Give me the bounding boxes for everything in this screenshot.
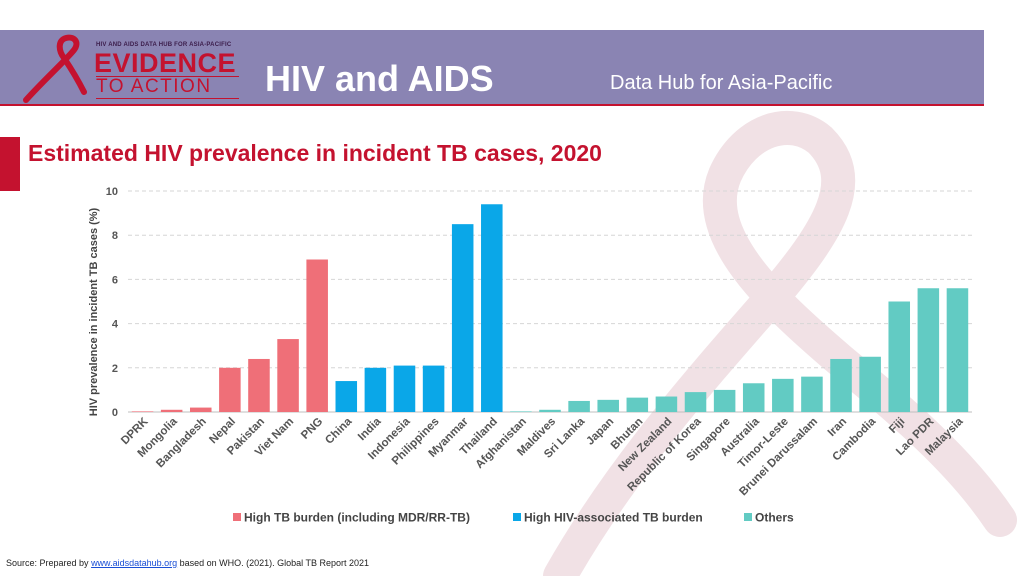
logo-divider — [96, 76, 239, 77]
logo-divider — [96, 98, 239, 99]
bar-brunei-darussalam — [801, 376, 823, 412]
y-tick-label: 8 — [112, 230, 118, 242]
legend-label-others: Others — [755, 511, 794, 525]
bar-bangladesh — [189, 407, 212, 412]
y-tick-label: 6 — [112, 274, 118, 286]
title-accent-bar — [0, 137, 20, 191]
bar-cambodia — [859, 356, 881, 412]
chart-title: Estimated HIV prevalence in incident TB … — [28, 140, 602, 166]
bar-thailand — [481, 204, 503, 412]
logo-small-text: HIV AND AIDS DATA HUB FOR ASIA-PACIFIC — [96, 42, 232, 48]
bar-lao-pdr — [917, 288, 940, 412]
bar-india — [364, 367, 387, 412]
source-note: Source: Prepared by www.aidsdatahub.org … — [6, 558, 369, 568]
bar-myanmar — [451, 224, 474, 412]
logo-main-text: EVIDENCE — [94, 48, 237, 78]
bar-maldives — [539, 409, 561, 412]
legend-swatch-others — [744, 513, 752, 521]
legend-label-high_tb: High TB burden (including MDR/RR-TB) — [244, 511, 470, 525]
bar-china — [335, 381, 358, 412]
x-tick-label: Fiji — [887, 416, 907, 436]
bar-timor-leste — [772, 378, 794, 412]
bar-iran — [830, 358, 852, 412]
header-title: HIV and AIDS — [265, 58, 494, 99]
bar-fiji — [888, 301, 911, 412]
y-tick-label: 4 — [112, 319, 119, 331]
header-subtitle: Data Hub for Asia-Pacific — [610, 72, 833, 94]
bar-singapore — [713, 389, 736, 412]
legend-swatch-high_tb — [233, 513, 241, 521]
bar-png — [306, 259, 328, 412]
y-tick-label: 10 — [106, 186, 118, 198]
x-tick-label: PNG — [299, 416, 325, 442]
logo-sub-text: TO ACTION — [96, 76, 212, 97]
bar-pakistan — [248, 358, 270, 412]
bar-republic-of-korea — [684, 392, 707, 412]
y-axis-label: HIV prevalence in incident TB cases (%) — [88, 207, 100, 416]
x-tick-label: Iran — [826, 416, 849, 439]
evidence-to-action-logo[interactable]: HIV AND AIDS DATA HUB FOR ASIA-PACIFIC E… — [14, 32, 244, 104]
bar-malaysia — [946, 288, 969, 412]
bar-nepal — [219, 367, 241, 412]
bar-afghanistan — [510, 411, 532, 412]
legend-swatch-high_hiv_tb — [513, 513, 521, 521]
bar-sri-lanka — [568, 400, 590, 412]
bar-mongolia — [160, 409, 183, 412]
y-tick-label: 0 — [112, 407, 118, 419]
bar-philippines — [422, 365, 445, 412]
legend-label-high_hiv_tb: High HIV-associated TB burden — [524, 511, 703, 525]
red-ribbon-icon — [23, 34, 87, 103]
source-prefix: Source: Prepared by — [6, 558, 92, 568]
bar-bhutan — [626, 397, 649, 412]
bar-viet-nam — [277, 339, 299, 412]
bar-australia — [742, 383, 765, 412]
bar-new-zealand — [655, 396, 678, 412]
source-link[interactable]: www.aidsdatahub.org — [91, 558, 178, 568]
source-suffix: based on WHO. (2021). Global TB Report 2… — [177, 558, 370, 568]
header-banner: HIV AND AIDS DATA HUB FOR ASIA-PACIFIC E… — [0, 30, 984, 106]
y-tick-label: 2 — [112, 363, 118, 375]
top-strip — [0, 0, 1024, 30]
bar-japan — [597, 399, 619, 412]
bar-dprk — [131, 411, 154, 412]
bar-indonesia — [393, 365, 416, 412]
x-tick-label: China — [323, 415, 355, 447]
